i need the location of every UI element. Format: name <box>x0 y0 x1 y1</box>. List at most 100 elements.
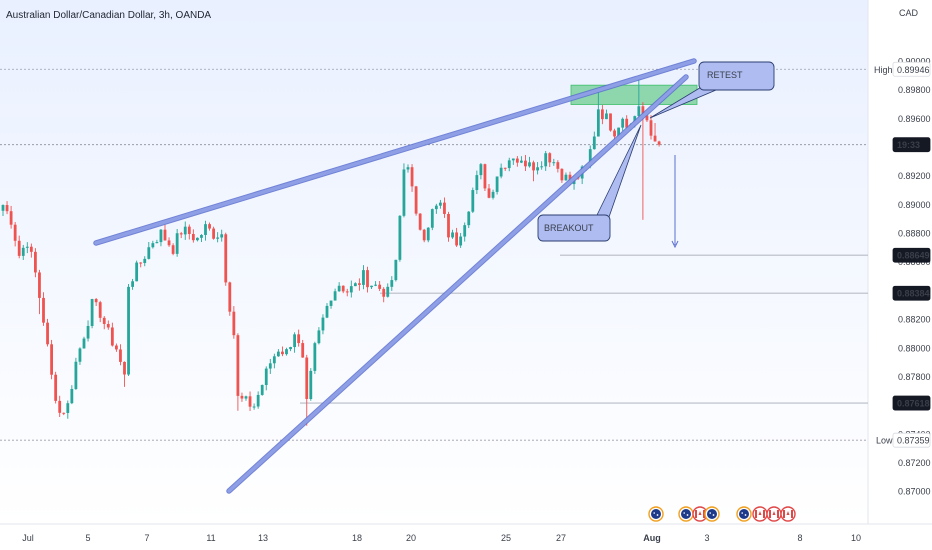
candle-body <box>317 330 321 344</box>
candle-body <box>548 153 552 163</box>
candle-body <box>544 153 548 167</box>
ca-flag-icon[interactable] <box>766 506 782 522</box>
candle-body <box>46 322 49 345</box>
candle-body <box>135 262 139 282</box>
candle-body <box>62 412 66 414</box>
high-price-tag[interactable]: 0.89946 <box>892 61 931 77</box>
candle-body <box>455 232 458 246</box>
candle-body <box>268 363 272 369</box>
candle-body <box>353 283 357 287</box>
candle-body <box>244 396 248 399</box>
candle-body <box>532 162 535 171</box>
time-axis[interactable]: Jul 5 7 11 13 18 20 25 27 Aug 3 8 10 <box>22 533 861 543</box>
breakout-label: BREAKOUT <box>544 223 594 233</box>
candle-body <box>621 118 625 128</box>
candle-body <box>1 205 5 211</box>
ca-flag-icon[interactable] <box>752 506 768 522</box>
candle-body <box>17 240 21 256</box>
candle-body <box>414 186 418 214</box>
candle-body <box>378 284 382 289</box>
candle-body <box>443 202 446 214</box>
candle-body <box>34 251 37 273</box>
candle-body <box>528 162 531 167</box>
candle-body <box>552 162 556 164</box>
svg-text:0.88649: 0.88649 <box>897 251 930 261</box>
candle-body <box>297 334 301 344</box>
candle-body <box>127 286 130 375</box>
candle-body <box>70 388 74 404</box>
candle-body <box>495 176 499 192</box>
level-3-tag[interactable]: 0.87618 <box>892 395 931 411</box>
candle-body <box>653 135 657 142</box>
current-price-tag[interactable]: 19:33 <box>892 137 931 153</box>
candle-body <box>224 234 228 283</box>
candle-body <box>374 284 377 286</box>
candle-body <box>86 325 90 339</box>
candle-body <box>394 259 398 281</box>
time-tick-label: 25 <box>501 533 511 543</box>
target-arrow-head <box>671 240 679 249</box>
candle-body <box>479 164 483 176</box>
candle-body <box>426 227 430 241</box>
time-tick-label: 18 <box>352 533 362 543</box>
candle-body <box>592 136 596 150</box>
candle-body <box>240 395 244 399</box>
candle-body <box>564 174 568 181</box>
svg-text:19:33: 19:33 <box>897 140 920 150</box>
au-flag-icon[interactable] <box>648 506 664 522</box>
candle-body <box>228 282 232 312</box>
price-tick-label: 0.88000 <box>898 343 931 353</box>
candle-body <box>451 232 454 238</box>
candle-body <box>159 229 163 243</box>
time-axis-background <box>0 524 932 550</box>
candle-body <box>123 361 126 375</box>
candle-body <box>333 291 337 301</box>
candle-body <box>272 356 276 364</box>
au-flag-icon[interactable] <box>678 506 694 522</box>
candle-body <box>212 228 215 239</box>
candle-body <box>196 237 199 241</box>
candle-body <box>609 113 612 131</box>
svg-text:0.88384: 0.88384 <box>897 289 930 299</box>
trendlines[interactable] <box>93 58 697 494</box>
time-tick-label: 7 <box>144 533 149 543</box>
candle-body <box>507 160 511 169</box>
candle-body <box>386 286 390 297</box>
candle-body <box>520 160 523 163</box>
candle-body <box>66 403 70 413</box>
event-icons[interactable] <box>648 506 796 522</box>
candle-body <box>605 113 608 120</box>
candle-body <box>556 162 560 169</box>
candle-body <box>208 224 211 229</box>
candle-body <box>42 297 45 323</box>
time-tick-label: 5 <box>85 533 90 543</box>
level-1-tag[interactable]: 0.88649 <box>892 247 931 263</box>
candle-body <box>163 229 167 241</box>
price-tick-label: 0.88800 <box>898 229 931 239</box>
candle-body <box>216 237 220 239</box>
candle-body <box>645 115 649 121</box>
candle-body <box>329 300 333 306</box>
level-2-tag[interactable]: 0.88384 <box>892 285 931 301</box>
breakout-callout[interactable] <box>537 214 611 242</box>
candle-body <box>54 374 58 401</box>
candle-body <box>341 285 345 292</box>
candle-body <box>390 280 394 287</box>
candle-body <box>305 357 309 399</box>
price-axis[interactable]: 0.900000.898000.896000.894000.892000.890… <box>874 57 931 497</box>
candle-body <box>467 211 471 226</box>
candle-body <box>430 209 434 228</box>
candle-body <box>536 167 539 171</box>
au-flag-icon[interactable] <box>704 506 720 522</box>
ca-flag-icon[interactable] <box>780 506 796 522</box>
au-flag-icon[interactable] <box>736 506 752 522</box>
time-tick-label: Aug <box>643 533 661 543</box>
low-price-tag[interactable]: 0.87359 <box>892 432 931 448</box>
callouts[interactable]: RETEST BREAKOUT <box>537 61 775 249</box>
candle-body <box>252 406 256 408</box>
retest-callout[interactable] <box>698 61 775 91</box>
candle-body <box>439 202 442 206</box>
upper-trendline-fill <box>94 59 696 245</box>
candle-body <box>625 118 629 128</box>
